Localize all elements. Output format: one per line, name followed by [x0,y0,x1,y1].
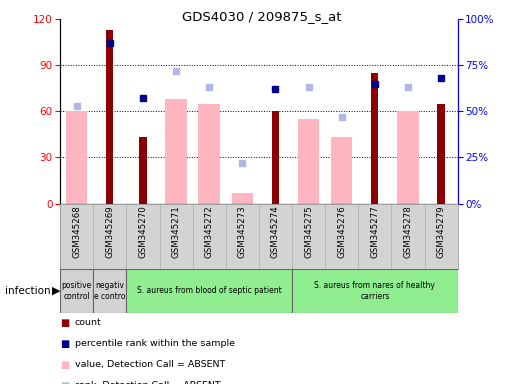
Text: ■: ■ [60,339,70,349]
Text: count: count [75,318,101,327]
Bar [127,269,292,313]
Text: infection: infection [5,286,51,296]
Bar [139,137,146,204]
Text: GSM345279: GSM345279 [437,205,446,258]
Bar [331,137,353,204]
Bar [371,73,379,204]
Bar [437,104,445,204]
Text: GSM345270: GSM345270 [139,205,147,258]
Bar [292,269,458,313]
Bar [272,111,279,204]
Text: S. aureus from blood of septic patient: S. aureus from blood of septic patient [137,286,281,295]
Text: ▶: ▶ [52,286,61,296]
Text: GSM345272: GSM345272 [204,205,214,258]
Text: GSM345271: GSM345271 [172,205,180,258]
Text: rank, Detection Call = ABSENT: rank, Detection Call = ABSENT [75,381,220,384]
Text: GSM345274: GSM345274 [271,205,280,258]
Text: GSM345273: GSM345273 [238,205,247,258]
Bar [93,269,127,313]
Text: GSM345276: GSM345276 [337,205,346,258]
Bar [198,104,220,204]
Bar [397,111,419,204]
Bar [66,111,87,204]
Text: GDS4030 / 209875_s_at: GDS4030 / 209875_s_at [182,10,341,23]
Text: ■: ■ [60,360,70,370]
Bar [60,269,93,313]
Text: GSM345275: GSM345275 [304,205,313,258]
Bar [106,30,113,204]
Text: ■: ■ [60,318,70,328]
Text: GSM345268: GSM345268 [72,205,81,258]
Text: S. aureus from nares of healthy
carriers: S. aureus from nares of healthy carriers [314,281,435,301]
Text: negativ
e contro: negativ e contro [94,281,126,301]
Bar [298,119,320,204]
Text: GSM345277: GSM345277 [370,205,379,258]
Bar [232,193,253,204]
Text: GSM345278: GSM345278 [403,205,413,258]
Text: ■: ■ [60,381,70,384]
Text: positive
control: positive control [62,281,92,301]
Bar [165,99,187,204]
Text: GSM345269: GSM345269 [105,205,115,258]
Text: value, Detection Call = ABSENT: value, Detection Call = ABSENT [75,360,225,369]
Text: percentile rank within the sample: percentile rank within the sample [75,339,235,348]
